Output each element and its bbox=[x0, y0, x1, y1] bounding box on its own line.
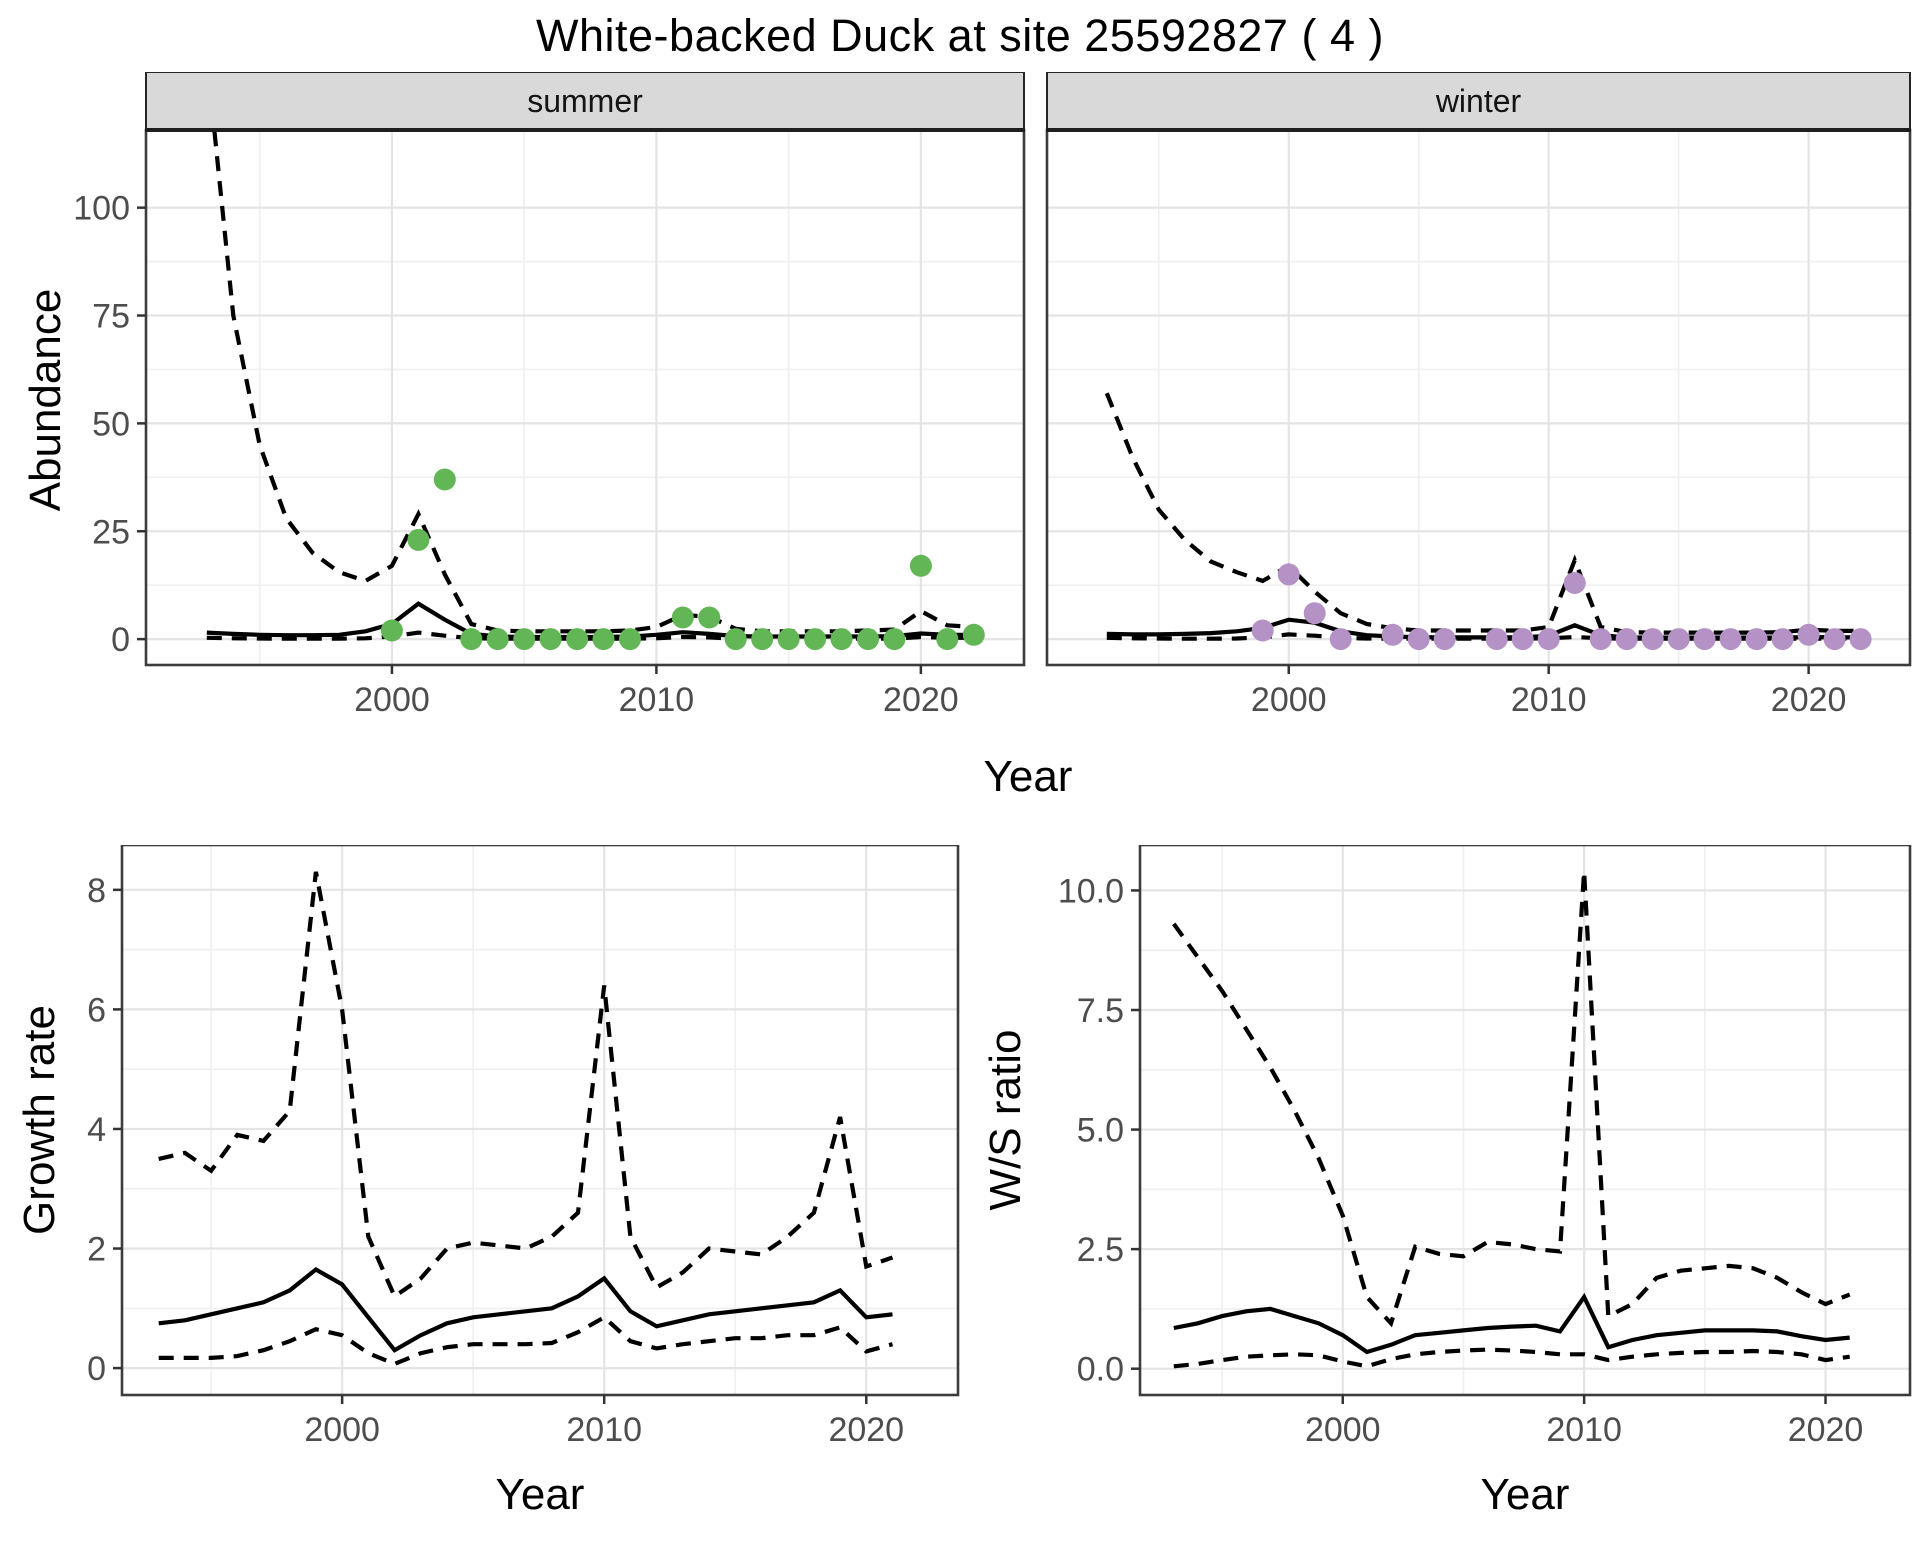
y-axis-title-ws: W/S ratio bbox=[981, 1029, 1030, 1211]
ci-line bbox=[158, 871, 894, 1300]
observed-point bbox=[857, 628, 879, 651]
chart-abundance-summer: summer 2000 2010 2020 0 25 50 75 100 bbox=[73, 72, 1026, 719]
observed-point bbox=[407, 528, 430, 551]
x-tick-label: 2010 bbox=[1511, 681, 1587, 719]
x-axis-title-top: Year bbox=[983, 752, 1073, 801]
observed-point bbox=[1641, 628, 1664, 651]
y-tick-label: 7.5 bbox=[1077, 992, 1124, 1030]
observed-point bbox=[1667, 628, 1690, 651]
observed-point bbox=[777, 628, 800, 651]
observed-point bbox=[883, 628, 906, 651]
panel-background bbox=[1140, 845, 1910, 1395]
ci-line bbox=[158, 1314, 894, 1367]
observed-point bbox=[486, 628, 509, 651]
observed-point bbox=[1719, 628, 1742, 651]
y-tick-label: 50 bbox=[92, 405, 130, 443]
observed-point bbox=[1433, 628, 1456, 651]
observed-point bbox=[1329, 628, 1352, 651]
y-tick-label: 2.5 bbox=[1077, 1231, 1124, 1269]
observed-point bbox=[1797, 623, 1820, 646]
ci-line bbox=[1172, 871, 1851, 1328]
observed-point bbox=[460, 628, 483, 651]
y-tick-label: 0 bbox=[111, 621, 130, 659]
y-tick-label: 25 bbox=[92, 513, 130, 551]
observed-point bbox=[433, 468, 456, 491]
fit-line bbox=[1173, 1292, 1850, 1355]
observed-point bbox=[1745, 628, 1768, 651]
panel-border bbox=[1138, 845, 1912, 1397]
x-tick-label: 2010 bbox=[1546, 1411, 1622, 1449]
x-tick-label: 2020 bbox=[828, 1411, 904, 1449]
observed-point bbox=[539, 628, 562, 651]
chart-abundance-winter: winter 2000 2010 2020 bbox=[1045, 72, 1912, 719]
observed-point bbox=[380, 619, 403, 642]
y-tick-label: 4 bbox=[87, 1111, 106, 1149]
observed-point bbox=[619, 628, 641, 651]
observed-point bbox=[751, 628, 774, 651]
ci-line bbox=[1173, 1347, 1850, 1369]
chart-ws-ratio: 2000 2010 2020 0.0 2.5 5.0 7.5 10.0 bbox=[1058, 845, 1912, 1449]
x-tick-label: 2020 bbox=[1771, 681, 1847, 719]
x-tick-label: 2000 bbox=[304, 1411, 380, 1449]
x-tick-label: 2000 bbox=[1251, 681, 1327, 719]
ci-line bbox=[1104, 392, 1861, 635]
observed-point bbox=[1407, 628, 1430, 651]
x-tick-label: 2010 bbox=[566, 1411, 642, 1449]
observed-point bbox=[1303, 602, 1326, 625]
observed-point bbox=[936, 628, 959, 651]
observed-point bbox=[592, 628, 615, 651]
observed-point bbox=[513, 628, 536, 651]
page-title: White-backed Duck at site 25592827 ( 4 ) bbox=[536, 10, 1384, 61]
x-axis-title-ws: Year bbox=[1480, 1470, 1570, 1519]
x-tick-label: 2000 bbox=[1305, 1411, 1381, 1449]
observed-point bbox=[1537, 628, 1560, 651]
observed-point bbox=[1277, 563, 1300, 586]
panel-background bbox=[146, 130, 1024, 665]
chart-growth-rate: 2000 2010 2020 0 2 4 6 8 bbox=[87, 845, 960, 1449]
observed-point bbox=[1849, 628, 1872, 651]
x-tick-label: 2000 bbox=[354, 681, 430, 719]
panel-background bbox=[1047, 130, 1910, 665]
ci-line bbox=[212, 130, 974, 634]
observed-point bbox=[1485, 628, 1508, 651]
facet-strip-label: summer bbox=[527, 83, 643, 119]
observed-point bbox=[1615, 628, 1638, 651]
panel-border bbox=[120, 845, 960, 1397]
observed-point bbox=[909, 554, 932, 577]
observed-point bbox=[1823, 628, 1846, 651]
observed-point bbox=[1381, 623, 1404, 646]
observed-point bbox=[1693, 628, 1716, 651]
observed-point bbox=[1771, 628, 1794, 651]
observed-point bbox=[724, 628, 747, 651]
y-tick-label: 0 bbox=[87, 1350, 106, 1388]
y-tick-label: 75 bbox=[92, 298, 130, 336]
y-tick-label: 8 bbox=[87, 872, 106, 910]
y-tick-label: 10.0 bbox=[1058, 872, 1124, 910]
y-tick-label: 5.0 bbox=[1077, 1112, 1124, 1150]
observed-point bbox=[962, 623, 985, 646]
facet-strip-label: winter bbox=[1435, 83, 1522, 119]
y-tick-label: 6 bbox=[87, 991, 106, 1029]
y-tick-label: 100 bbox=[73, 190, 130, 228]
observed-point bbox=[698, 606, 721, 629]
observed-point bbox=[1563, 572, 1586, 594]
observed-point bbox=[1511, 628, 1534, 651]
y-tick-label: 2 bbox=[87, 1231, 106, 1269]
observed-point bbox=[1589, 628, 1612, 651]
observed-point bbox=[566, 628, 589, 651]
observed-point bbox=[830, 628, 853, 651]
y-tick-label: 0.0 bbox=[1077, 1351, 1124, 1389]
observed-point bbox=[804, 628, 827, 651]
observed-point bbox=[671, 606, 694, 629]
panel-background bbox=[122, 845, 958, 1395]
facet-strip bbox=[145, 72, 1025, 131]
x-tick-label: 2020 bbox=[1788, 1411, 1864, 1449]
x-axis-title-growth: Year bbox=[495, 1470, 585, 1519]
x-tick-label: 2020 bbox=[883, 681, 959, 719]
fit-line bbox=[158, 1266, 893, 1353]
observed-point bbox=[1251, 619, 1274, 642]
x-tick-label: 2010 bbox=[619, 681, 695, 719]
